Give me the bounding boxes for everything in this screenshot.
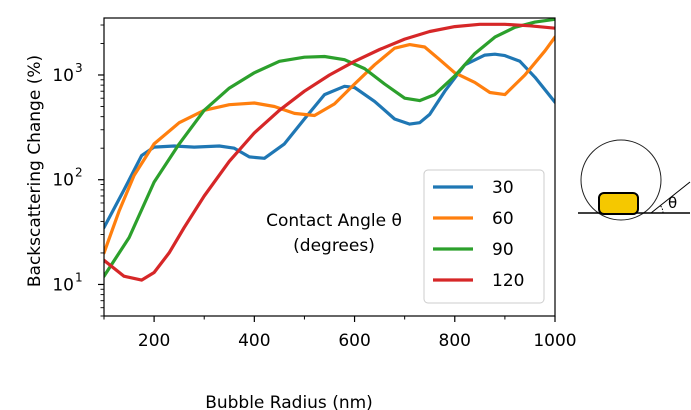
- x-tick-label-800: 800: [439, 331, 471, 351]
- y-tick-label-1: 10: [52, 275, 74, 295]
- x-tick-label-1000: 1000: [533, 331, 576, 351]
- series-line-60: [104, 35, 555, 255]
- legend: 30 60 90 120: [423, 169, 545, 304]
- series-layer: [104, 18, 555, 282]
- x-tick-label-400: 400: [238, 331, 270, 351]
- legend-box: [423, 169, 545, 304]
- particle: [598, 192, 639, 215]
- tangent-line: [650, 181, 691, 214]
- bubble-outline: [580, 139, 662, 221]
- y-tick-label-3: 10: [52, 66, 74, 86]
- x-tick-label-200: 200: [138, 331, 170, 351]
- y-axis-label: Backscattering Change (%): [25, 55, 45, 287]
- plot-frame: [103, 17, 556, 317]
- legend-label-120: 120: [492, 271, 524, 291]
- angle-arc: [659, 205, 664, 214]
- contact-angle-annotation-line2: (degrees): [293, 236, 375, 256]
- y-tick-label-2: 10: [52, 171, 74, 191]
- y-tick-exponent-1: 1: [75, 270, 83, 284]
- y-tick-exponent-2: 2: [75, 166, 83, 180]
- legend-label-60: 60: [492, 209, 514, 229]
- y-tick-exponent-3: 3: [75, 61, 83, 75]
- series-line-120: [104, 22, 555, 282]
- legend-label-90: 90: [492, 240, 514, 260]
- bubble-inset-illustration: θ: [578, 139, 691, 221]
- theta-symbol: θ: [668, 194, 677, 212]
- contact-angle-annotation-line1: Contact Angle θ: [266, 211, 402, 231]
- legend-label-30: 30: [492, 178, 514, 198]
- x-tick-label-600: 600: [338, 331, 370, 351]
- x-axis-label: Bubble Radius (nm): [205, 393, 373, 410]
- series-line-90: [104, 18, 555, 278]
